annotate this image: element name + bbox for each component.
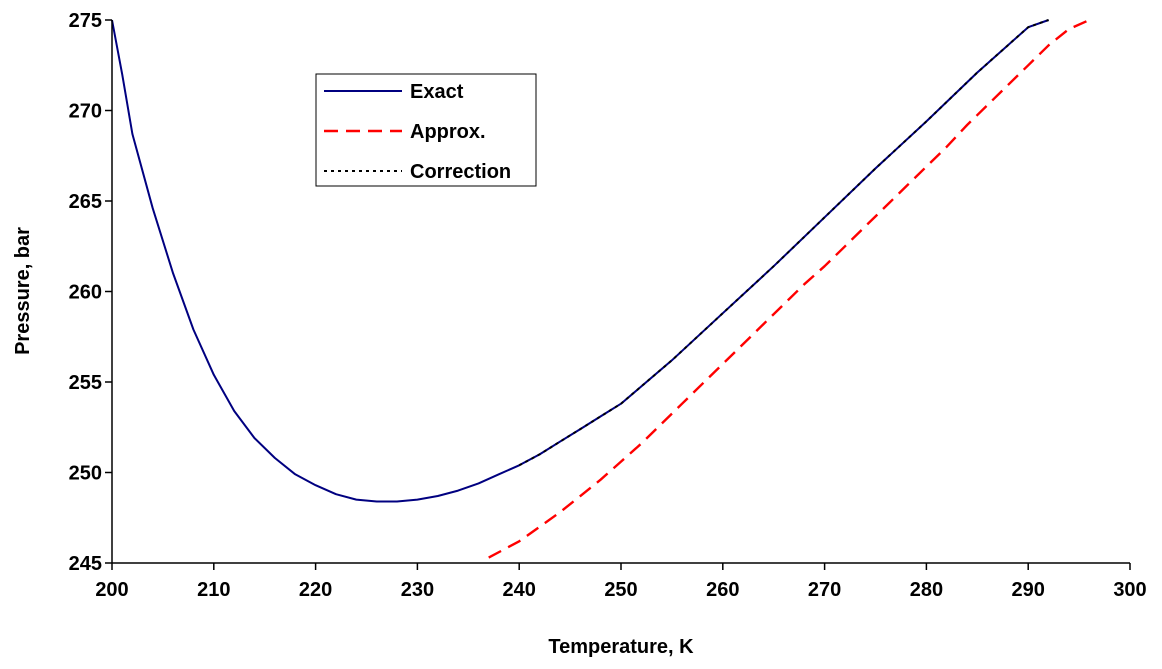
plot-area [112,20,1130,563]
x-tick-label: 280 [910,579,943,601]
x-tick-label: 290 [1012,579,1045,601]
x-tick-label: 240 [503,579,536,601]
y-tick-label: 265 [69,191,102,213]
x-tick-label: 220 [299,579,332,601]
legend-label-correction: Correction [410,161,511,183]
x-tick-label: 260 [706,579,739,601]
x-tick-label: 210 [197,579,230,601]
y-tick-label: 260 [69,282,102,304]
y-tick-label: 250 [69,463,102,485]
y-tick-label: 275 [69,10,102,32]
series-line-correction [518,19,1049,467]
x-tick-label: 250 [604,579,637,601]
y-tick-label: 245 [69,553,102,575]
legend-label-approx: Approx. [410,121,486,143]
series-line-approx [488,18,1090,559]
x-axis-title: Temperature, K [548,636,694,658]
x-tick-label: 300 [1113,579,1146,601]
y-tick-label: 270 [69,101,102,123]
y-tick-label: 255 [69,372,102,394]
x-tick-label: 230 [401,579,434,601]
tick-layer: 200 210 220 230 240 250 260 270 280 290 300 245 250 2… [69,10,1147,601]
x-tick-label: 270 [808,579,841,601]
x-tick-label: 200 [95,579,128,601]
legend-label-exact: Exact [410,81,464,103]
series-layer [111,18,1090,559]
y-axis-title: Pressure, bar [12,227,34,355]
legend: Exact Approx. Correction [315,73,537,187]
